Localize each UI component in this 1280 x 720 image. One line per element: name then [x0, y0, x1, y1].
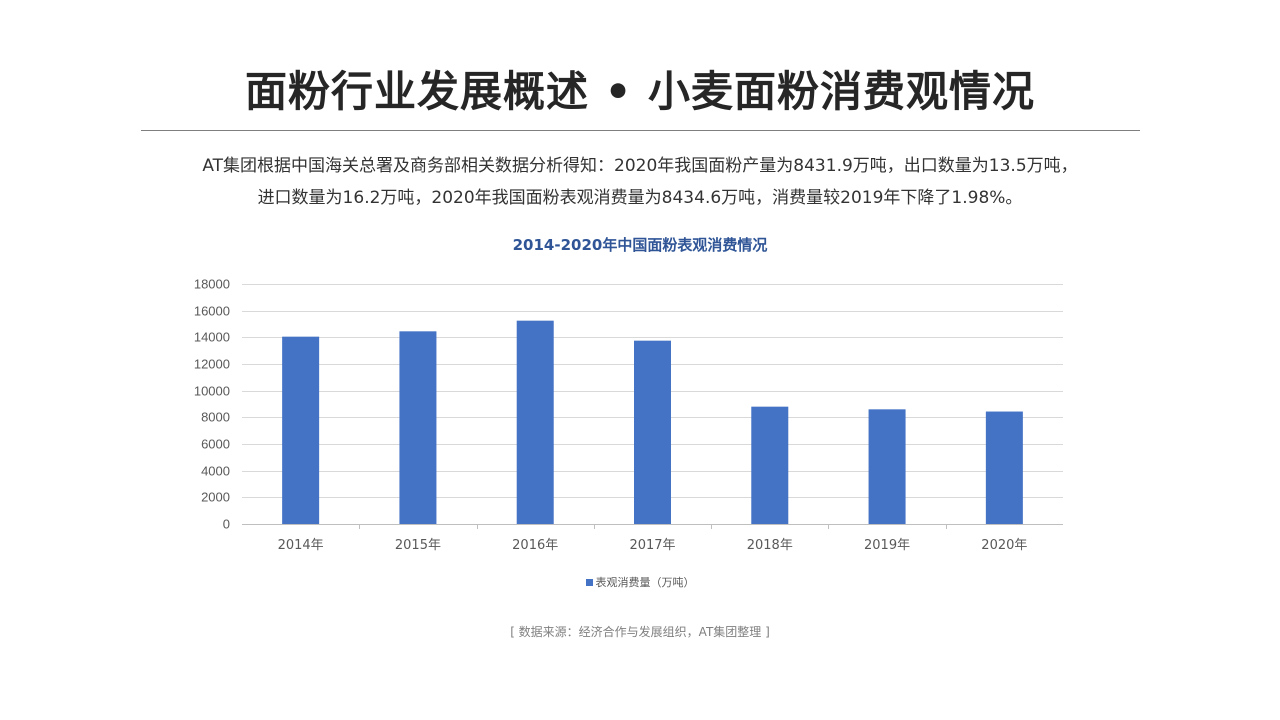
chart-title: 2014-2020年中国面粉表观消费情况 — [512, 236, 768, 254]
y-tick-label: 0 — [223, 517, 230, 532]
bar — [516, 320, 554, 524]
chart-legend: 表观消费量（万吨） — [0, 574, 1280, 590]
bar — [985, 411, 1023, 524]
summary-text: AT集团根据中国海关总署及商务部相关数据分析得知：2020年我国面粉产量为843… — [100, 150, 1180, 214]
x-tick-label: 2020年 — [981, 538, 1027, 553]
x-tick-label: 2018年 — [747, 538, 793, 553]
x-tick-label: 2017年 — [629, 538, 675, 553]
x-tick-label: 2015年 — [395, 538, 441, 553]
y-tick-label: 14000 — [194, 330, 230, 345]
bar — [634, 340, 671, 524]
x-tick-label: 2016年 — [512, 538, 558, 553]
y-tick-label: 12000 — [194, 357, 230, 372]
source-note: [ 数据来源：经济合作与发展组织，AT集团整理 ] — [510, 625, 770, 639]
legend-label: 表观消费量（万吨） — [595, 576, 695, 589]
x-tick-label: 2014年 — [278, 538, 324, 553]
x-tick-label: 2019年 — [864, 538, 910, 553]
y-tick-label: 10000 — [194, 384, 230, 399]
bar — [282, 336, 320, 524]
y-tick-label: 4000 — [201, 464, 230, 479]
bar — [751, 406, 789, 524]
title-divider — [141, 130, 1140, 131]
summary-line-2: 进口数量为16.2万吨，2020年我国面粉表观消费量为8434.6万吨，消费量较… — [257, 188, 1023, 208]
y-tick-label: 8000 — [201, 410, 230, 425]
legend-swatch — [585, 578, 593, 586]
y-tick-label: 16000 — [194, 304, 230, 319]
y-tick-label: 2000 — [201, 490, 230, 505]
bar — [868, 409, 906, 524]
page-title: 面粉行业发展概述 • 小麦面粉消费观情况 — [244, 67, 1036, 116]
bar — [399, 331, 437, 524]
y-tick-label: 6000 — [201, 437, 230, 452]
y-tick-label: 18000 — [194, 277, 230, 292]
summary-line-1: AT集团根据中国海关总署及商务部相关数据分析得知：2020年我国面粉产量为843… — [202, 156, 1078, 176]
